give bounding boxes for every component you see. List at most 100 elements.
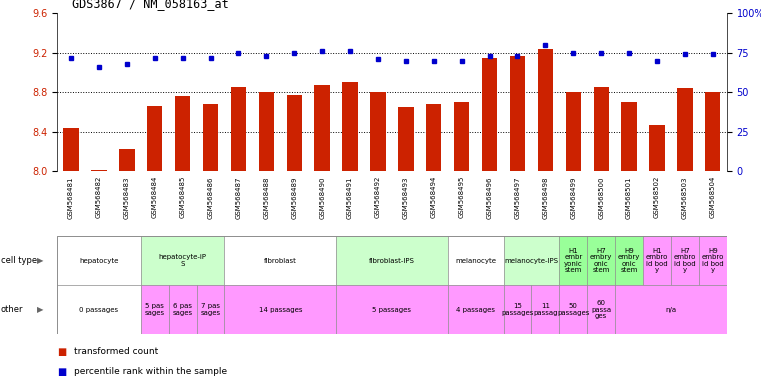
Bar [57,236,141,285]
Text: GSM568486: GSM568486 [208,176,214,218]
Text: melanocyte: melanocyte [455,258,496,264]
Text: H9
embro
id bod
y: H9 embro id bod y [702,248,724,273]
Text: 4 passages: 4 passages [456,306,495,313]
Bar [371,92,386,171]
Text: GSM568497: GSM568497 [514,176,521,218]
Text: 5 pas
sages: 5 pas sages [145,303,165,316]
Text: fibroblast: fibroblast [264,258,297,264]
Bar [615,236,643,285]
Bar [699,236,727,285]
Text: H9
embry
onic
stem: H9 embry onic stem [618,248,640,273]
Text: 7 pas
sages: 7 pas sages [200,303,221,316]
Bar [531,285,559,334]
Bar [231,87,246,171]
Bar [175,96,190,171]
Text: GSM568492: GSM568492 [375,176,381,218]
Text: GSM568483: GSM568483 [124,176,130,218]
Text: GSM568488: GSM568488 [263,176,269,218]
Bar [454,102,470,171]
Text: other: other [1,305,24,314]
Bar [447,236,504,285]
Text: hepatocyte: hepatocyte [79,258,119,264]
Bar [342,82,358,171]
Text: GSM568500: GSM568500 [598,176,604,218]
Text: H7
embry
onic
stem: H7 embry onic stem [590,248,613,273]
Text: GSM568503: GSM568503 [682,176,688,218]
Bar [398,107,413,171]
Text: GSM568504: GSM568504 [710,176,716,218]
Bar [504,285,531,334]
Text: GSM568489: GSM568489 [291,176,298,218]
Bar [594,87,609,171]
Text: GSM568502: GSM568502 [654,176,660,218]
Bar [559,236,587,285]
Text: GSM568490: GSM568490 [319,176,325,218]
Text: 50
passages: 50 passages [557,303,590,316]
Text: transformed count: transformed count [74,347,158,356]
Text: GSM568491: GSM568491 [347,176,353,218]
Bar [314,85,330,171]
Bar [426,104,441,171]
Text: GSM568496: GSM568496 [486,176,492,218]
Bar [510,56,525,171]
Text: hepatocyte-iP
S: hepatocyte-iP S [158,254,207,267]
Text: GSM568482: GSM568482 [96,176,102,218]
Bar [677,88,693,171]
Text: GSM568493: GSM568493 [403,176,409,218]
Bar [587,236,615,285]
Bar [538,49,553,171]
Text: ▶: ▶ [37,256,43,265]
Bar [504,236,559,285]
Bar [482,58,497,171]
Bar [147,106,162,171]
Text: GSM568501: GSM568501 [626,176,632,218]
Text: n/a: n/a [665,306,677,313]
Bar [141,236,224,285]
Text: GSM568494: GSM568494 [431,176,437,218]
Bar [559,285,587,334]
Text: GSM568484: GSM568484 [151,176,158,218]
Bar [447,285,504,334]
Bar [259,92,274,171]
Text: 5 passages: 5 passages [372,306,412,313]
Text: 6 pas
sages: 6 pas sages [173,303,193,316]
Text: GSM568495: GSM568495 [459,176,465,218]
Bar [224,285,336,334]
Text: fibroblast-IPS: fibroblast-IPS [369,258,415,264]
Bar [196,285,224,334]
Bar [336,285,447,334]
Bar [141,285,169,334]
Text: percentile rank within the sample: percentile rank within the sample [74,367,227,376]
Text: H1
embro
id bod
y: H1 embro id bod y [646,248,668,273]
Text: 60
passa
ges: 60 passa ges [591,300,611,319]
Bar [565,92,581,171]
Text: GSM568485: GSM568485 [180,176,186,218]
Bar [705,92,721,171]
Bar [287,95,302,171]
Bar [224,236,336,285]
Bar [63,127,78,171]
Bar [622,102,637,171]
Bar [643,236,671,285]
Text: ▶: ▶ [37,305,43,314]
Bar [91,170,107,171]
Text: ■: ■ [57,366,66,377]
Text: melanocyte-IPS: melanocyte-IPS [505,258,559,264]
Bar [671,236,699,285]
Bar [119,149,135,171]
Text: 0 passages: 0 passages [79,306,119,313]
Text: GDS3867 / NM_058163_at: GDS3867 / NM_058163_at [72,0,229,10]
Text: GSM568498: GSM568498 [543,176,549,218]
Bar [615,285,727,334]
Text: H1
embr
yonic
stem: H1 embr yonic stem [564,248,583,273]
Bar [649,125,664,171]
Text: H7
embro
id bod
y: H7 embro id bod y [673,248,696,273]
Text: 14 passages: 14 passages [259,306,302,313]
Bar [203,104,218,171]
Text: 15
passages: 15 passages [501,303,533,316]
Bar [169,285,196,334]
Text: 11
passag: 11 passag [533,303,558,316]
Bar [57,285,141,334]
Text: ■: ■ [57,346,66,357]
Bar [336,236,447,285]
